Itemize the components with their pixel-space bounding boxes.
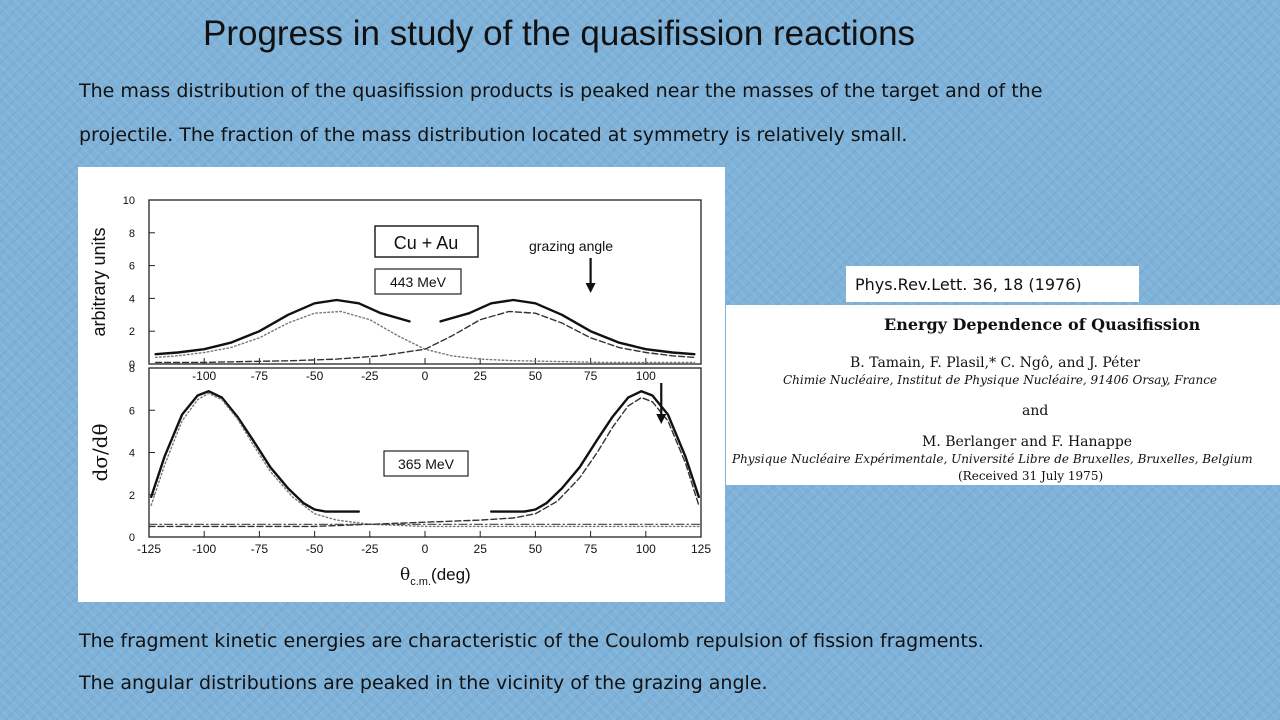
outro-line-1: The fragment kinetic energies are charac… xyxy=(79,630,984,652)
x-tick-label: -100 xyxy=(192,369,216,383)
series-line-dashed xyxy=(148,396,700,528)
series-line-solid xyxy=(149,389,360,513)
x-tick-label: 50 xyxy=(529,369,543,383)
x-tick-label: -50 xyxy=(306,369,324,383)
energy-label-box xyxy=(374,268,462,295)
intro-line-2: projectile. The fraction of the mass dis… xyxy=(79,124,908,146)
x-tick-label: 25 xyxy=(474,369,488,383)
y-tick-label: 2 xyxy=(129,326,135,338)
slide-title: Progress in study of the quasifission re… xyxy=(203,14,916,53)
grazing-angle-arrowhead xyxy=(585,283,596,293)
y-axis-label: arbitrary units xyxy=(89,227,109,336)
x-axis-label: θc.m.(deg) xyxy=(400,565,471,588)
series-line-solid xyxy=(154,298,411,356)
x-tick-label: -25 xyxy=(361,542,379,556)
citation-text: Phys.Rev.Lett. 36, 18 (1976) xyxy=(855,275,1082,294)
series-line-dotted xyxy=(154,310,696,364)
y-tick-label: 8 xyxy=(129,363,135,375)
x-tick-label: -100 xyxy=(192,542,216,556)
series-line-solid xyxy=(439,298,696,356)
paper-authors-1: B. Tamain, F. Plasil,* C. Ngô, and J. Pé… xyxy=(850,355,1141,371)
reaction-label-box xyxy=(374,225,479,258)
y-tick-label: 2 xyxy=(129,490,135,502)
paper-received: (Received 31 July 1975) xyxy=(958,469,1104,483)
x-tick-label: 25 xyxy=(474,542,488,556)
paper-header-clipping: Energy Dependence of Quasifission B. Tam… xyxy=(726,305,1280,485)
x-tick-label: 100 xyxy=(636,542,656,556)
x-tick-label: -50 xyxy=(306,542,324,556)
paper-and: and xyxy=(1022,403,1049,419)
paper-title: Energy Dependence of Quasifission xyxy=(884,315,1201,334)
paper-affiliation-2: Physique Nucléaire Expérimentale, Univer… xyxy=(732,452,1253,466)
y-axis-label: dσ/dθ xyxy=(88,423,112,481)
intro-line-1: The mass distribution of the quasifissio… xyxy=(79,80,1043,102)
y-tick-label: 6 xyxy=(129,261,135,273)
series-line-dotted xyxy=(150,392,702,528)
x-tick-label: -75 xyxy=(251,369,269,383)
angular-distribution-chart: 0 2 4 6 8 10 -100 -75 -50 -25 0 25 50 75 100 arbitrary … xyxy=(88,195,711,588)
x-axis-label-unit: (deg) xyxy=(431,565,471,584)
y-tick-label: 0 xyxy=(129,532,135,544)
outro-line-2: The angular distributions are peaked in … xyxy=(79,672,768,694)
reaction-label: Cu + Au xyxy=(394,233,459,253)
x-tick-label: 0 xyxy=(422,542,429,556)
series-line-dashed xyxy=(154,310,696,364)
x-tick-label: 125 xyxy=(691,542,711,556)
y-tick-label: 4 xyxy=(129,448,135,460)
x-tick-label: 100 xyxy=(636,369,656,383)
grazing-angle-arrowhead xyxy=(656,414,667,424)
y-tick-label: 6 xyxy=(129,405,135,417)
x-tick-label: 75 xyxy=(584,542,598,556)
y-tick-label: 4 xyxy=(129,293,135,305)
x-axis-label-subscript: c.m. xyxy=(410,576,431,588)
x-tick-label: 50 xyxy=(529,542,543,556)
x-tick-label: -75 xyxy=(251,542,269,556)
series-line-solid xyxy=(490,389,700,513)
citation-box: Phys.Rev.Lett. 36, 18 (1976) xyxy=(846,266,1139,302)
x-tick-label: -125 xyxy=(137,542,161,556)
paper-authors-2: M. Berlanger and F. Hanappe xyxy=(922,434,1133,450)
x-tick-label: 0 xyxy=(422,369,429,383)
y-tick-label: 10 xyxy=(123,195,135,207)
x-axis-label-symbol: θ xyxy=(400,565,410,585)
x-tick-label: -25 xyxy=(361,369,379,383)
y-tick-label: 8 xyxy=(129,228,135,240)
energy-label: 443 MeV xyxy=(390,274,447,290)
chart-figure: 0 2 4 6 8 10 -100 -75 -50 -25 0 25 50 75 100 arbitrary … xyxy=(78,167,725,602)
paper-affiliation-1: Chimie Nucléaire, Institut de Physique N… xyxy=(783,373,1218,387)
x-tick-label: 75 xyxy=(584,369,598,383)
grazing-angle-label: grazing angle xyxy=(529,238,613,254)
energy-label-box xyxy=(383,450,469,477)
energy-label: 365 MeV xyxy=(398,456,455,472)
y-tick-label: 0 xyxy=(129,359,135,371)
